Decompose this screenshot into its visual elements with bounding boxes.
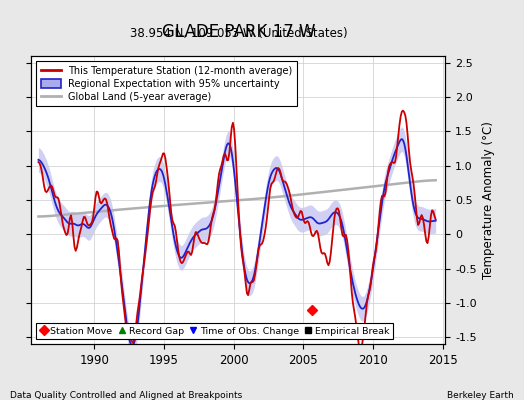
Text: 38.954 N, 109.053 W (United States): 38.954 N, 109.053 W (United States) [129,27,347,40]
Legend: Station Move, Record Gap, Time of Obs. Change, Empirical Break: Station Move, Record Gap, Time of Obs. C… [36,323,393,339]
Y-axis label: Temperature Anomaly (°C): Temperature Anomaly (°C) [482,121,495,279]
Title: GLADE PARK 17 W: GLADE PARK 17 W [162,22,315,40]
Text: Berkeley Earth: Berkeley Earth [447,391,514,400]
Text: Data Quality Controlled and Aligned at Breakpoints: Data Quality Controlled and Aligned at B… [10,391,243,400]
